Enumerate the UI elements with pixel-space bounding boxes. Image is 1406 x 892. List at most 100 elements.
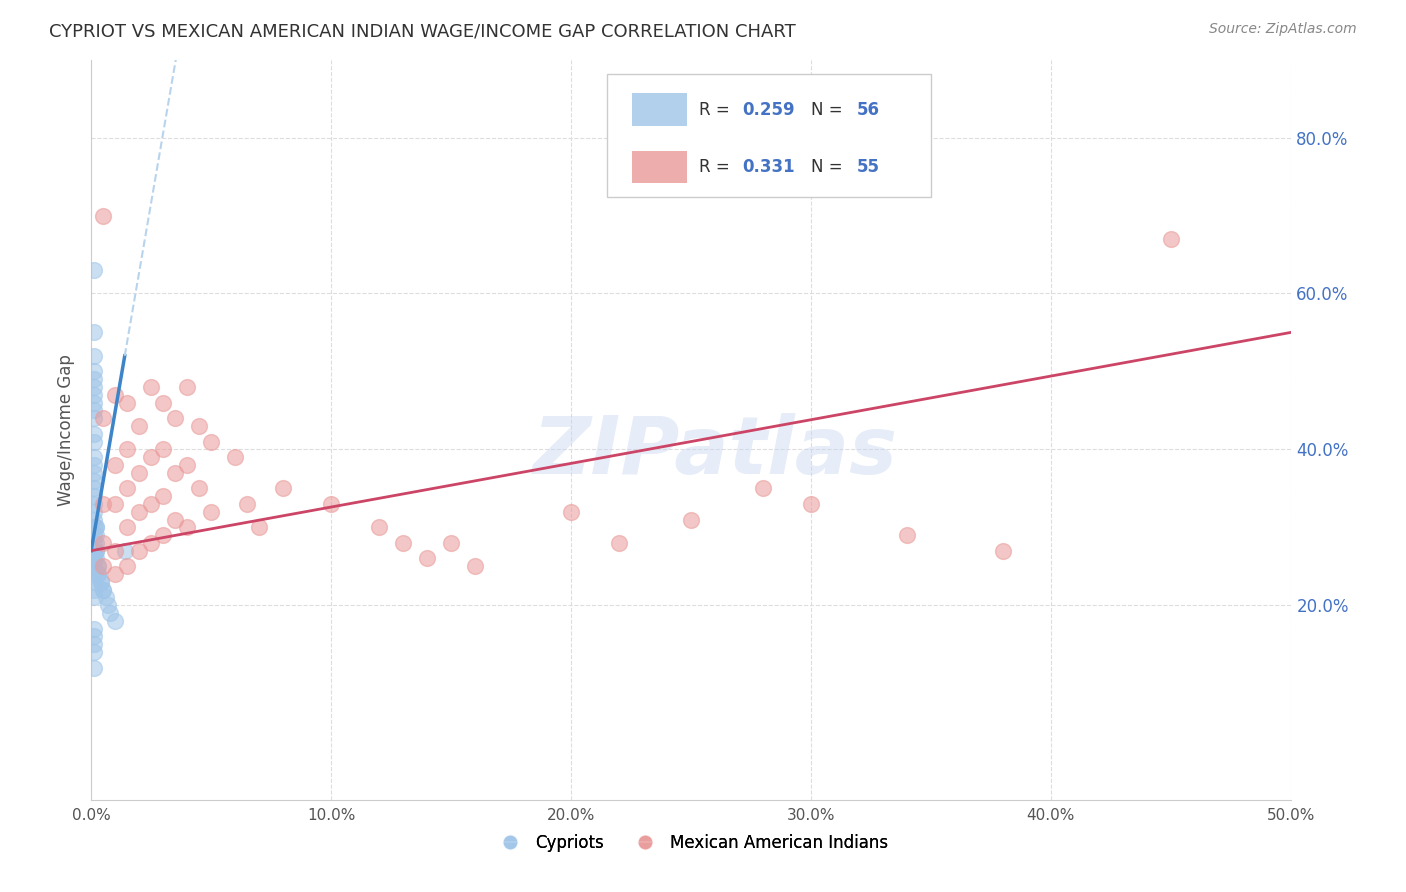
Point xyxy=(83,450,105,465)
Point xyxy=(139,497,162,511)
Point xyxy=(91,411,114,425)
Point xyxy=(165,411,187,425)
Text: Source: ZipAtlas.com: Source: ZipAtlas.com xyxy=(1209,22,1357,37)
Text: 55: 55 xyxy=(856,158,879,176)
Point xyxy=(152,489,174,503)
Point xyxy=(83,559,105,574)
Point xyxy=(128,466,150,480)
Point xyxy=(236,497,259,511)
Point xyxy=(84,520,107,534)
Point xyxy=(83,520,105,534)
Point xyxy=(679,512,702,526)
Point xyxy=(94,591,117,605)
Text: 56: 56 xyxy=(856,101,879,119)
Point xyxy=(83,466,105,480)
Point xyxy=(91,582,114,597)
Point xyxy=(90,574,112,589)
Point xyxy=(560,505,582,519)
Point xyxy=(224,450,246,465)
Point xyxy=(176,458,198,472)
Point xyxy=(368,520,391,534)
Point xyxy=(83,481,105,495)
Point xyxy=(440,536,463,550)
Point xyxy=(83,411,105,425)
Point xyxy=(128,419,150,434)
Point xyxy=(83,380,105,394)
Point xyxy=(98,606,121,620)
Point xyxy=(83,395,105,409)
Point xyxy=(83,543,105,558)
Point xyxy=(83,536,105,550)
Point xyxy=(188,481,211,495)
Point xyxy=(83,426,105,441)
Point xyxy=(83,582,105,597)
FancyBboxPatch shape xyxy=(633,94,688,126)
Point xyxy=(83,349,105,363)
Text: N =: N = xyxy=(811,158,848,176)
Point xyxy=(83,403,105,417)
Point xyxy=(392,536,415,550)
Point xyxy=(84,543,107,558)
Text: CYPRIOT VS MEXICAN AMERICAN INDIAN WAGE/INCOME GAP CORRELATION CHART: CYPRIOT VS MEXICAN AMERICAN INDIAN WAGE/… xyxy=(49,22,796,40)
Point xyxy=(896,528,918,542)
Point xyxy=(115,442,138,457)
Point xyxy=(91,209,114,223)
Point xyxy=(83,497,105,511)
Text: 0.259: 0.259 xyxy=(742,101,794,119)
Point xyxy=(83,434,105,449)
Point xyxy=(104,543,127,558)
Point xyxy=(200,505,222,519)
Point xyxy=(165,512,187,526)
Point xyxy=(83,567,105,582)
Point xyxy=(83,388,105,402)
Point xyxy=(128,543,150,558)
Point xyxy=(83,574,105,589)
Point xyxy=(83,326,105,340)
Point xyxy=(104,614,127,628)
Point xyxy=(752,481,775,495)
Point xyxy=(83,645,105,659)
Point xyxy=(83,528,105,542)
Point xyxy=(84,543,107,558)
FancyBboxPatch shape xyxy=(633,151,688,184)
Point xyxy=(104,388,127,402)
Point xyxy=(200,434,222,449)
Point xyxy=(188,419,211,434)
Point xyxy=(271,481,294,495)
Text: ZIPatlas: ZIPatlas xyxy=(533,413,897,491)
Point xyxy=(83,364,105,378)
Point xyxy=(607,536,630,550)
Point xyxy=(139,536,162,550)
Point xyxy=(91,582,114,597)
Text: R =: R = xyxy=(699,158,735,176)
Point xyxy=(115,520,138,534)
Point xyxy=(87,559,110,574)
Point xyxy=(139,450,162,465)
Text: 0.331: 0.331 xyxy=(742,158,794,176)
Point xyxy=(83,263,105,277)
Point xyxy=(83,512,105,526)
Point xyxy=(83,637,105,651)
FancyBboxPatch shape xyxy=(607,74,931,196)
Point xyxy=(152,395,174,409)
Point xyxy=(416,551,439,566)
Text: R =: R = xyxy=(699,101,735,119)
Point xyxy=(84,536,107,550)
Point xyxy=(83,551,105,566)
Point xyxy=(83,458,105,472)
Point xyxy=(800,497,823,511)
Point xyxy=(247,520,270,534)
Point xyxy=(91,559,114,574)
Point xyxy=(128,505,150,519)
Point xyxy=(83,505,105,519)
Point xyxy=(115,481,138,495)
Point xyxy=(139,380,162,394)
Point xyxy=(83,630,105,644)
Point xyxy=(84,528,107,542)
Point xyxy=(104,458,127,472)
Point xyxy=(115,395,138,409)
Point xyxy=(97,599,120,613)
Point xyxy=(87,567,110,582)
Point xyxy=(84,551,107,566)
Point xyxy=(464,559,486,574)
